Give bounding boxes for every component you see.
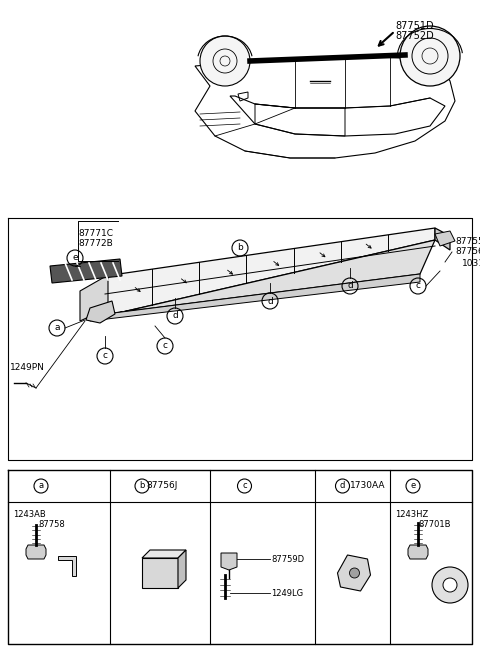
Text: 87756J: 87756J xyxy=(146,482,178,491)
Text: 87701B: 87701B xyxy=(418,520,451,529)
Polygon shape xyxy=(58,556,76,576)
Text: d: d xyxy=(347,281,353,291)
Polygon shape xyxy=(105,228,435,316)
Text: a: a xyxy=(54,323,60,333)
Text: 87758: 87758 xyxy=(38,520,65,529)
Circle shape xyxy=(349,568,360,578)
Polygon shape xyxy=(408,545,428,559)
Text: b: b xyxy=(237,243,243,253)
Text: 1031AA: 1031AA xyxy=(462,258,480,268)
Circle shape xyxy=(400,26,460,86)
Text: b: b xyxy=(139,482,144,491)
Text: 87752D: 87752D xyxy=(395,31,434,41)
Text: e: e xyxy=(72,253,78,262)
Text: 1249LG: 1249LG xyxy=(271,588,303,598)
Polygon shape xyxy=(435,228,450,250)
Text: 87771C: 87771C xyxy=(78,230,113,239)
Polygon shape xyxy=(86,301,115,323)
Text: 87755B: 87755B xyxy=(455,237,480,245)
Text: 1730AA: 1730AA xyxy=(350,482,385,491)
Text: d: d xyxy=(172,312,178,321)
Text: 1243HZ: 1243HZ xyxy=(395,510,428,519)
Polygon shape xyxy=(80,275,108,321)
Polygon shape xyxy=(435,231,455,246)
Text: d: d xyxy=(267,297,273,306)
Polygon shape xyxy=(26,545,46,559)
Circle shape xyxy=(432,567,468,603)
Polygon shape xyxy=(142,558,178,588)
Text: 1243AB: 1243AB xyxy=(13,510,46,519)
Text: 87772B: 87772B xyxy=(78,239,113,249)
Text: c: c xyxy=(416,281,420,291)
Polygon shape xyxy=(178,550,186,588)
Text: d: d xyxy=(340,482,345,491)
Text: 87751D: 87751D xyxy=(395,21,433,31)
Text: 87756G: 87756G xyxy=(455,247,480,256)
Text: a: a xyxy=(38,482,44,491)
Circle shape xyxy=(443,578,457,592)
Polygon shape xyxy=(50,259,122,283)
Polygon shape xyxy=(90,240,435,316)
Text: 87759D: 87759D xyxy=(271,554,304,564)
Text: c: c xyxy=(103,352,108,361)
Polygon shape xyxy=(90,274,420,321)
Circle shape xyxy=(200,36,250,86)
Text: e: e xyxy=(410,482,416,491)
Text: c: c xyxy=(242,482,247,491)
Polygon shape xyxy=(142,550,186,558)
Polygon shape xyxy=(337,555,371,591)
Polygon shape xyxy=(221,553,237,570)
Text: 1249PN: 1249PN xyxy=(10,363,45,373)
Text: c: c xyxy=(163,342,168,350)
